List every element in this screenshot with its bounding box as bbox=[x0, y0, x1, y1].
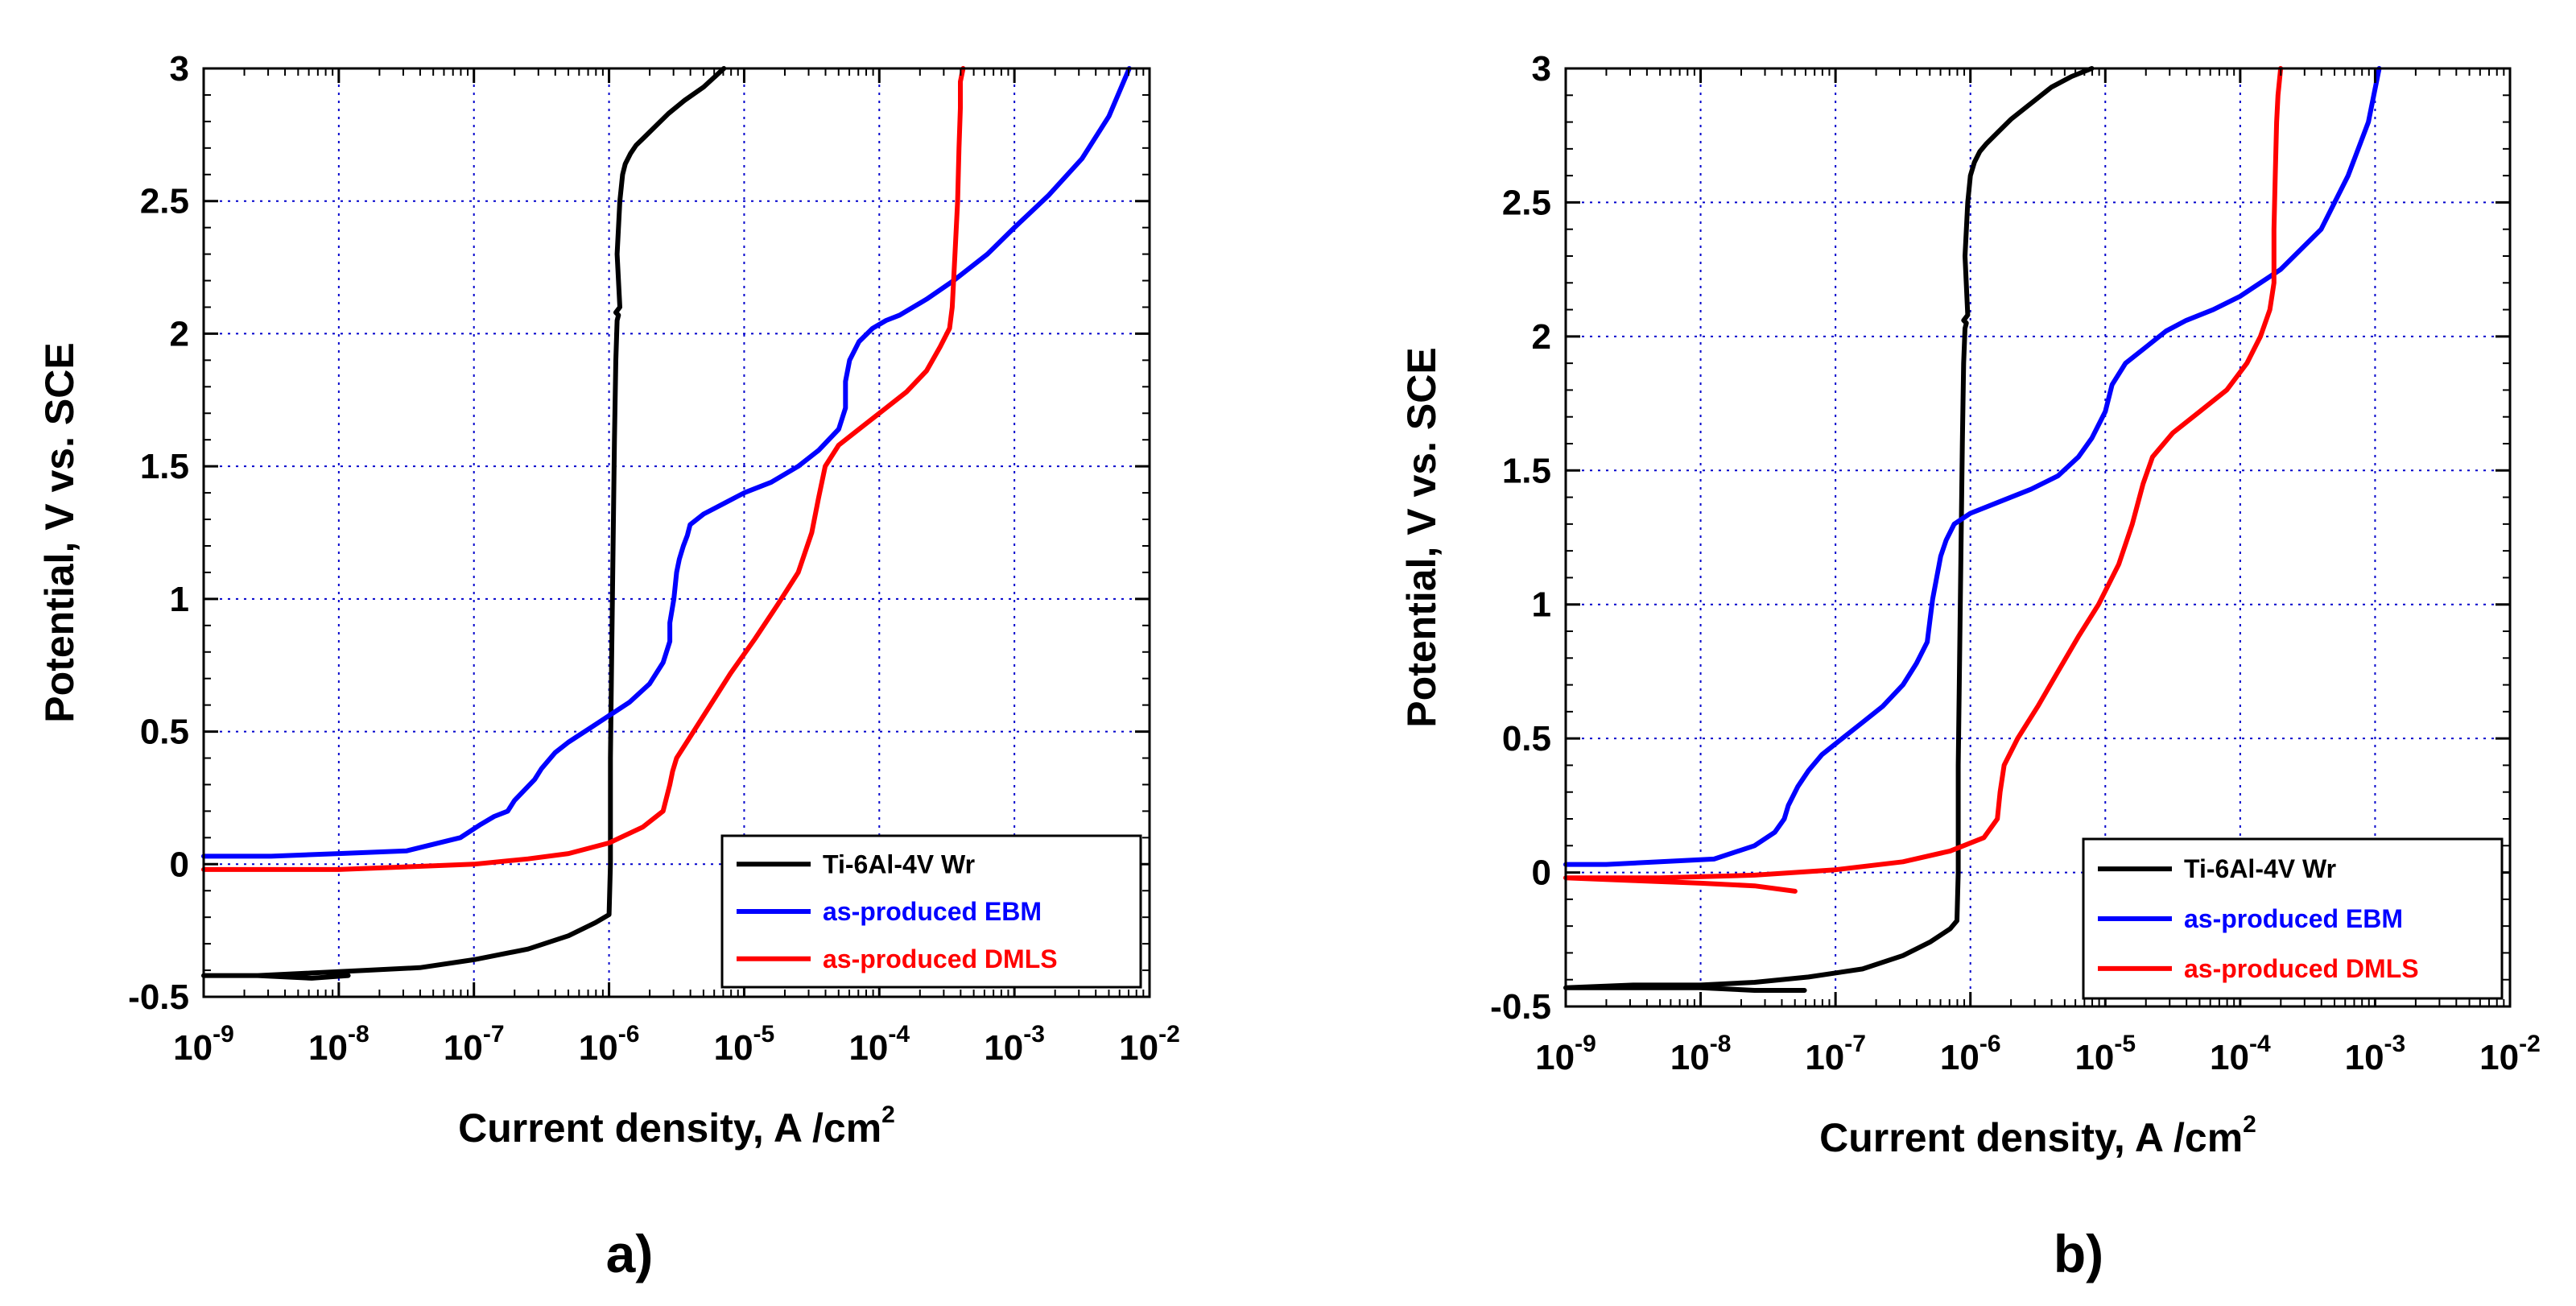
x-axis-title-sup-b: 2 bbox=[2243, 1111, 2256, 1138]
x-axis-title-b: Current density, A /cm2 bbox=[1819, 1111, 2256, 1160]
series-a bbox=[201, 66, 1132, 981]
panel-label-b: b) bbox=[2054, 1224, 2103, 1283]
x-tick-exponent-b: -5 bbox=[2114, 1031, 2136, 1057]
x-axis-title-a: Current density, A /cm2 bbox=[458, 1101, 895, 1151]
x-tick-label-b: 10-2 bbox=[2479, 1031, 2541, 1077]
x-tick-exponent-b: -6 bbox=[1979, 1031, 2001, 1057]
legend-b: Ti-6Al-4V Wr as-produced EBM as-produced D… bbox=[2082, 837, 2504, 1000]
y-tick-label-a: 1 bbox=[170, 580, 189, 619]
y-tick-label-b: 1 bbox=[1532, 585, 1551, 625]
x-tick-exponent-a: -8 bbox=[348, 1021, 369, 1048]
x-tick-base-a: 10 bbox=[308, 1028, 348, 1068]
x-tick-label-a: 10-9 bbox=[173, 1021, 234, 1068]
x-tick-base-b: 10 bbox=[1940, 1038, 1979, 1077]
y-tick-label-b: 2 bbox=[1532, 317, 1551, 357]
panel-label-a: a) bbox=[606, 1224, 654, 1283]
series-line-ti-6al-4v-wr-a bbox=[201, 66, 727, 981]
x-tick-label-a: 10-8 bbox=[308, 1021, 369, 1068]
x-tick-exponent-a: -2 bbox=[1158, 1021, 1180, 1048]
x-tick-label-a: 10-3 bbox=[984, 1021, 1045, 1068]
x-tick-label-b: 10-8 bbox=[1670, 1031, 1732, 1077]
x-tick-base-b: 10 bbox=[2210, 1038, 2249, 1077]
series-line-as-produced-dmls-b bbox=[1563, 66, 2284, 894]
legend-a: Ti-6Al-4V Wr as-produced EBM as-produced D… bbox=[720, 834, 1142, 989]
legend-label-a: as-produced DMLS bbox=[823, 944, 1058, 973]
x-tick-label-b: 10-6 bbox=[1940, 1031, 2001, 1077]
x-axis-title-text-b: Current density, A /cm bbox=[1819, 1115, 2243, 1160]
y-tick-label-b: 0 bbox=[1532, 853, 1551, 893]
legend-label-a: Ti-6Al-4V Wr bbox=[823, 849, 975, 878]
x-tick-label-b: 10-7 bbox=[1805, 1031, 1866, 1077]
x-tick-base-a: 10 bbox=[848, 1028, 888, 1068]
y-tick-label-a: -0.5 bbox=[128, 977, 189, 1017]
x-tick-base-b: 10 bbox=[2479, 1038, 2519, 1077]
x-tick-exponent-b: -9 bbox=[1575, 1031, 1596, 1057]
series-line-as-produced-ebm-b bbox=[1563, 66, 2382, 867]
x-tick-label-a: 10-5 bbox=[714, 1021, 775, 1068]
x-tick-exponent-b: -7 bbox=[1844, 1031, 1866, 1057]
panel-a: 10-9 10-8 10-7 10-6 10-5 10-4 10-3 10-2-0.500.5… bbox=[37, 49, 1180, 1283]
y-tick-label-b: -0.5 bbox=[1490, 987, 1551, 1027]
x-axis-title-text-a: Current density, A /cm bbox=[458, 1106, 881, 1151]
series-line-ti-6al-4v-wr-b bbox=[1563, 66, 2095, 993]
x-tick-exponent-a: -9 bbox=[213, 1021, 234, 1048]
x-tick-base-b: 10 bbox=[1535, 1038, 1575, 1077]
x-tick-exponent-a: -5 bbox=[753, 1021, 775, 1048]
series-line-as-produced-ebm-a bbox=[201, 66, 1132, 859]
x-tick-base-a: 10 bbox=[579, 1028, 618, 1068]
legend-label-a: as-produced EBM bbox=[823, 897, 1042, 926]
x-tick-exponent-b: -3 bbox=[2384, 1031, 2406, 1057]
y-axis-title-b: Potential, V vs. SCE bbox=[1399, 347, 1444, 727]
x-tick-base-a: 10 bbox=[1119, 1028, 1158, 1068]
series-line-as-produced-dmls-a bbox=[201, 66, 966, 872]
series-b bbox=[1563, 66, 2382, 993]
x-axis-title-sup-a: 2 bbox=[881, 1101, 895, 1128]
y-tick-label-a: 2 bbox=[170, 314, 189, 353]
x-tick-exponent-b: -8 bbox=[1710, 1031, 1732, 1057]
x-tick-exponent-b: -2 bbox=[2519, 1031, 2541, 1057]
x-tick-base-b: 10 bbox=[2074, 1038, 2114, 1077]
y-tick-label-a: 0.5 bbox=[140, 713, 189, 752]
y-tick-label-a: 2.5 bbox=[140, 182, 189, 221]
x-tick-label-b: 10-4 bbox=[2210, 1031, 2271, 1077]
x-tick-label-a: 10-6 bbox=[579, 1021, 640, 1068]
y-tick-label-a: 3 bbox=[170, 49, 189, 89]
panel-b: 10-9 10-8 10-7 10-6 10-5 10-4 10-3 10-2-0.500.5… bbox=[1399, 49, 2541, 1283]
plot-frame-a bbox=[202, 67, 1151, 998]
x-tick-label-b: 10-5 bbox=[2074, 1031, 2136, 1077]
x-tick-label-b: 10-9 bbox=[1535, 1031, 1596, 1077]
y-tick-label-a: 0 bbox=[170, 845, 189, 884]
x-tick-exponent-b: -4 bbox=[2249, 1031, 2271, 1057]
x-tick-base-a: 10 bbox=[714, 1028, 753, 1068]
legend-label-b: as-produced EBM bbox=[2184, 904, 2403, 933]
y-tick-label-b: 0.5 bbox=[1502, 719, 1551, 758]
x-tick-base-a: 10 bbox=[984, 1028, 1023, 1068]
y-tick-label-b: 1.5 bbox=[1502, 451, 1551, 490]
x-tick-exponent-a: -3 bbox=[1023, 1021, 1045, 1048]
y-tick-label-a: 1.5 bbox=[140, 447, 189, 486]
x-tick-exponent-a: -6 bbox=[618, 1021, 640, 1048]
x-tick-base-b: 10 bbox=[1670, 1038, 1710, 1077]
x-tick-label-b: 10-3 bbox=[2345, 1031, 2406, 1077]
x-tick-label-a: 10-2 bbox=[1119, 1021, 1180, 1068]
x-tick-exponent-a: -7 bbox=[483, 1021, 505, 1048]
x-tick-exponent-a: -4 bbox=[888, 1021, 910, 1048]
x-tick-label-a: 10-4 bbox=[848, 1021, 910, 1068]
ticks-a: 10-9 10-8 10-7 10-6 10-5 10-4 10-3 10-2-0.500.5… bbox=[128, 49, 1180, 1068]
x-tick-label-a: 10-7 bbox=[444, 1021, 505, 1068]
x-tick-base-a: 10 bbox=[173, 1028, 213, 1068]
x-tick-base-b: 10 bbox=[2345, 1038, 2384, 1077]
plot-frame-b bbox=[1564, 67, 2512, 1008]
legend-label-b: as-produced DMLS bbox=[2184, 954, 2419, 983]
y-axis-title-a: Potential, V vs. SCE bbox=[37, 342, 82, 722]
x-tick-base-a: 10 bbox=[444, 1028, 483, 1068]
legend-label-b: Ti-6Al-4V Wr bbox=[2184, 854, 2336, 883]
x-tick-base-b: 10 bbox=[1805, 1038, 1844, 1077]
y-tick-label-b: 2.5 bbox=[1502, 183, 1551, 222]
y-tick-label-b: 3 bbox=[1532, 49, 1551, 89]
